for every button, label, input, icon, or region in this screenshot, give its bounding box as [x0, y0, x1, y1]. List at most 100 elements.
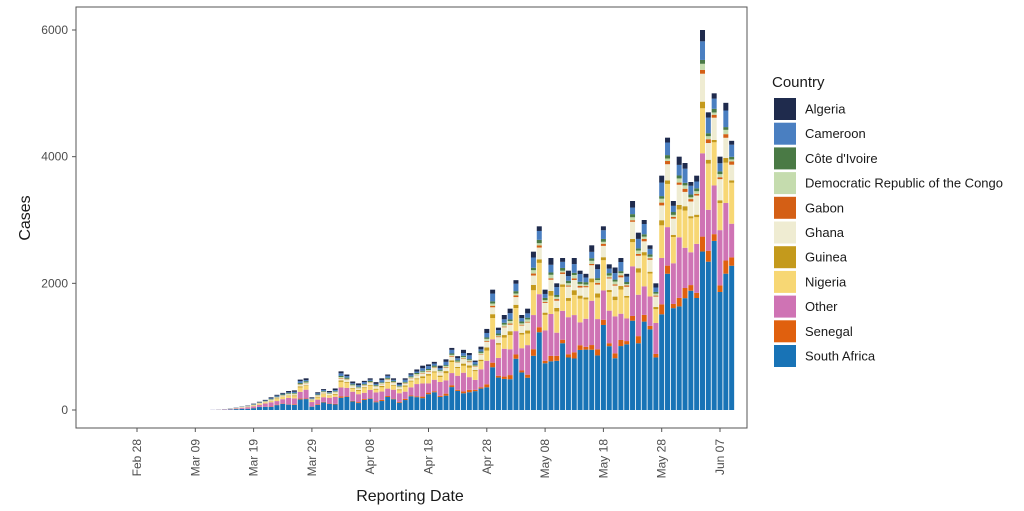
bar-segment-other [519, 348, 525, 371]
bar-segment-south-africa [694, 298, 700, 410]
bar-segment-ghana [507, 324, 513, 332]
bar-segment-algeria [280, 392, 286, 394]
bar-segment-nigeria [554, 311, 560, 333]
bar-segment-gabon [490, 305, 496, 308]
bar-segment-guinea [501, 335, 507, 338]
bar-segment-algeria [396, 382, 402, 385]
bar-segment-guinea [490, 314, 496, 319]
bar-segment-south-africa [321, 402, 327, 410]
bar-segment-south-africa [262, 406, 268, 410]
bar-segment-algeria [600, 226, 606, 231]
bar-segment-ghana [595, 284, 601, 294]
bar-segment-c-te-d-ivoire [414, 372, 420, 375]
bar-segment-c-te-d-ivoire [659, 196, 665, 199]
bar-segment-democratic-republic-of-the-congo [356, 387, 362, 389]
bar-segment-nigeria [490, 318, 496, 340]
bar-segment-c-te-d-ivoire [286, 393, 292, 394]
bar-segment-south-africa [606, 346, 612, 410]
bar-segment-senegal [723, 260, 729, 274]
bar-segment-algeria [513, 280, 519, 284]
bar-segment-nigeria [501, 337, 507, 349]
bar-segment-south-africa [665, 273, 671, 410]
bar-segment-algeria [688, 182, 694, 186]
bar-segment-south-africa [245, 408, 251, 410]
bar-segment-ghana [653, 296, 659, 308]
bar-segment-democratic-republic-of-the-congo [437, 370, 443, 372]
y-tick-label: 6000 [41, 23, 68, 37]
bar-segment-south-africa [414, 397, 420, 410]
bar-segment-nigeria [437, 376, 443, 382]
bar-segment-cameroon [688, 185, 694, 195]
bar-segment-other [507, 349, 513, 376]
bar-segment-ghana [361, 385, 367, 388]
bar-segment-south-africa [495, 377, 501, 410]
bar-segment-cameroon [280, 393, 286, 395]
bar-segment-senegal [338, 396, 344, 398]
bar-segment-cameroon [303, 380, 309, 382]
bar-segment-guinea [460, 363, 466, 366]
x-tick-label: Mar 29 [305, 439, 319, 477]
bar-segment-cameroon [676, 164, 682, 176]
bar-segment-ghana [630, 221, 636, 239]
bar-segment-gabon [426, 370, 431, 372]
bar-segment-algeria [670, 201, 676, 206]
bar-segment-gabon [595, 282, 601, 285]
bar-segment-other [705, 209, 711, 251]
bar-segment-ghana [291, 394, 297, 396]
bar-segment-algeria [612, 267, 618, 274]
bar-segment-algeria [595, 264, 601, 270]
bar-segment-other [560, 310, 566, 340]
bar-segment-ghana [525, 322, 531, 331]
bar-segment-gabon [530, 273, 536, 276]
bar-segment-c-te-d-ivoire [373, 385, 379, 386]
bar-segment-gabon [525, 321, 531, 323]
bar-segment-south-africa [385, 396, 391, 410]
bar-segment-gabon [484, 340, 490, 342]
bar-segment-cameroon [525, 313, 531, 318]
bar-segment-cameroon [635, 238, 641, 249]
bar-segment-cameroon [542, 293, 548, 298]
bar-segment-other [443, 380, 449, 394]
bar-segment-ghana [338, 378, 344, 381]
bar-segment-gabon [641, 238, 647, 242]
bar-segment-cameroon [682, 168, 688, 183]
bar-segment-cameroon [595, 269, 601, 279]
bar-segment-algeria [694, 175, 700, 182]
bar-segment-nigeria [589, 282, 595, 301]
bar-segment-democratic-republic-of-the-congo [472, 365, 478, 367]
bar-segment-c-te-d-ivoire [589, 258, 595, 261]
bar-segment-cameroon [437, 368, 443, 370]
bar-segment-gabon [729, 161, 735, 165]
bar-segment-other [396, 393, 402, 402]
bar-segment-other [268, 402, 274, 407]
bar-segment-democratic-republic-of-the-congo [484, 338, 490, 341]
bar-segment-ghana [379, 384, 385, 386]
bar-segment-algeria [309, 397, 315, 399]
bar-segment-nigeria [338, 381, 344, 388]
bar-segment-democratic-republic-of-the-congo [449, 354, 455, 356]
bar-segment-ghana [373, 386, 379, 389]
bar-segment-gabon [565, 285, 571, 287]
bar-segment-other [297, 391, 303, 399]
bar-segment-guinea [565, 298, 571, 301]
bar-segment-c-te-d-ivoire [618, 271, 624, 274]
bar-segment-other [478, 369, 484, 388]
bar-segment-gabon [688, 199, 694, 202]
bar-segment-ghana [426, 371, 431, 375]
legend-label-cameroon: Cameroon [805, 126, 866, 141]
bar-segment-nigeria [635, 272, 641, 295]
bar-segment-c-te-d-ivoire [437, 369, 443, 371]
bar-segment-guinea [560, 284, 566, 287]
bar-segment-nigeria [274, 399, 280, 402]
bar-segment-south-africa [670, 308, 676, 410]
bar-segment-c-te-d-ivoire [303, 381, 309, 383]
bar-segment-ghana [530, 275, 536, 285]
bar-segment-guinea [595, 293, 601, 298]
bar-segment-c-te-d-ivoire [600, 238, 606, 242]
bar-segment-cameroon [618, 262, 624, 272]
bar-segment-other [635, 294, 641, 337]
bar-segment-algeria [723, 102, 729, 111]
bar-segment-guinea [635, 268, 641, 273]
bar-segment-senegal [711, 234, 717, 241]
